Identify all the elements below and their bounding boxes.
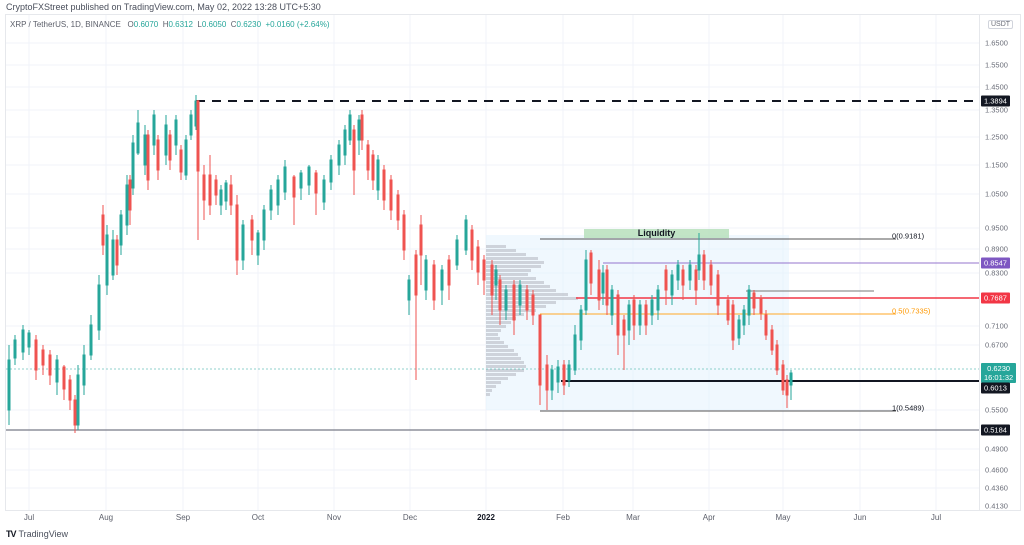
bottom-support-badge: 0.5184 bbox=[981, 424, 1010, 436]
time-tick: Jun bbox=[853, 513, 867, 522]
price-tick: 0.7100 bbox=[985, 321, 1008, 331]
time-tick: Jul bbox=[23, 513, 35, 522]
publisher-text: CryptoFXStreet published on TradingView.… bbox=[6, 2, 321, 12]
time-axis[interactable]: Jul Aug Sep Oct Nov Dec 2022 Feb Mar Apr… bbox=[6, 510, 979, 525]
price-tick: 0.8900 bbox=[985, 244, 1008, 254]
low-value: 0.6050 bbox=[201, 20, 227, 29]
red-level-badge: 0.7687 bbox=[981, 292, 1010, 304]
time-tick: May bbox=[775, 513, 791, 522]
currency-unit-button[interactable]: USDT bbox=[988, 20, 1014, 29]
price-tick: 0.4600 bbox=[985, 465, 1008, 475]
purple-level-badge: 0.8547 bbox=[981, 257, 1010, 269]
time-tick: Oct bbox=[251, 513, 265, 522]
tradingview-brand: TradingView bbox=[18, 529, 69, 539]
time-tick: Mar bbox=[626, 513, 640, 522]
symbol-legend: XRP / TetherUS, 1D, BINANCE O0.6070 H0.6… bbox=[10, 20, 330, 29]
price-tick: 0.4130 bbox=[985, 501, 1008, 511]
fib-1-label: 1(0.5489) bbox=[892, 403, 925, 413]
price-tick: 0.9500 bbox=[985, 223, 1008, 233]
liquidity-zone bbox=[584, 229, 729, 238]
high-value: 0.6312 bbox=[168, 20, 193, 29]
price-tick: 1.5500 bbox=[985, 60, 1008, 70]
price-tick: 1.3500 bbox=[985, 105, 1008, 115]
price-tick: 1.6500 bbox=[985, 38, 1008, 48]
price-tick: 1.0500 bbox=[985, 189, 1008, 199]
candles bbox=[7, 95, 793, 433]
fib-0-label: 0(0.9181) bbox=[892, 231, 925, 241]
tradingview-footer[interactable]: TV TradingView bbox=[6, 529, 68, 539]
tradingview-logo-icon: TV bbox=[6, 529, 16, 539]
candlestick-chart bbox=[6, 15, 979, 510]
symbol-title[interactable]: XRP / TetherUS, 1D, BINANCE bbox=[10, 20, 121, 29]
price-tick: 1.2500 bbox=[985, 132, 1008, 142]
price-tick: 0.6700 bbox=[985, 340, 1008, 350]
fib-05-label: 0.5(0.7335) bbox=[892, 306, 931, 316]
last-price-badge: 0.6230 16:01:32 bbox=[981, 363, 1017, 383]
price-tick: 0.4360 bbox=[985, 483, 1008, 493]
time-tick: Nov bbox=[326, 513, 342, 522]
resistance-price-badge: 1.3894 bbox=[981, 95, 1010, 107]
price-tick: 1.4500 bbox=[985, 82, 1008, 92]
time-tick: Jul bbox=[930, 513, 942, 522]
price-tick: 1.1500 bbox=[985, 160, 1008, 170]
price-tick: 0.4900 bbox=[985, 444, 1008, 454]
change-value: +0.0160 (+2.64%) bbox=[265, 20, 330, 29]
open-value: 0.6070 bbox=[133, 20, 159, 29]
support-price-badge: 0.6013 bbox=[981, 382, 1010, 394]
price-axis[interactable]: USDT 1.6500 1.5500 1.4500 1.3500 1.2500 … bbox=[979, 15, 1020, 511]
liquidity-label: Liquidity bbox=[637, 228, 676, 238]
time-tick: Sep bbox=[175, 513, 191, 522]
close-value: 0.6230 bbox=[236, 20, 262, 29]
price-chart-pane[interactable]: Liquidity 0(0.9181) 0.5(0.7335) 1(0.5489… bbox=[6, 15, 979, 510]
time-tick: Apr bbox=[702, 513, 716, 522]
price-tick: 0.8300 bbox=[985, 268, 1008, 278]
time-tick-year: 2022 bbox=[477, 513, 495, 522]
time-tick: Aug bbox=[98, 513, 114, 522]
bar-countdown: 16:01:32 bbox=[984, 373, 1014, 382]
time-tick: Feb bbox=[556, 513, 570, 522]
time-tick: Dec bbox=[402, 513, 418, 522]
price-tick: 0.5500 bbox=[985, 405, 1008, 415]
